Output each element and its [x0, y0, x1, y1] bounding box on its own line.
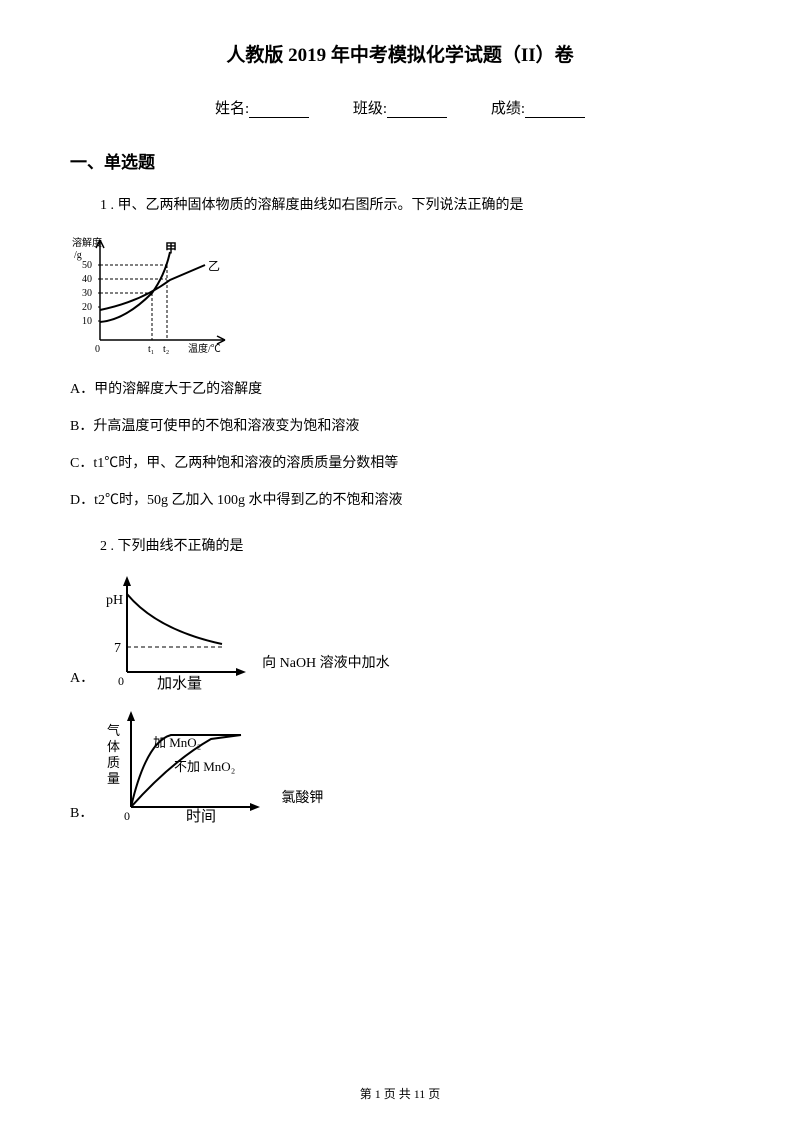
q2b-chart: 气 体 质 量 0 时间 加 MnO₂ 不加 MnO₂	[101, 707, 271, 827]
svg-text:量: 量	[107, 771, 120, 786]
q2-text: 下列曲线不正确的是	[118, 539, 244, 554]
svg-text:0: 0	[95, 344, 100, 355]
svg-text:甲: 甲	[165, 241, 177, 255]
svg-text:10: 10	[82, 316, 92, 327]
q2-option-a: A． pH 7 0 加水量 向 NaOH 溶液中加水	[70, 572, 730, 692]
q2-num: 2 .	[100, 539, 118, 554]
svg-text:乙: 乙	[208, 259, 220, 273]
option-letter-a: A．	[70, 667, 94, 692]
svg-text:不加 MnO₂: 不加 MnO₂	[174, 759, 235, 774]
q2b-text: 氯酸钾	[281, 787, 323, 827]
q1-option-d: D．t2℃时，50g 乙加入 100g 水中得到乙的不饱和溶液	[70, 486, 730, 517]
svg-text:质: 质	[107, 755, 120, 770]
q1-option-c: C．t1℃时，甲、乙两种饱和溶液的溶质质量分数相等	[70, 449, 730, 480]
q2-option-b: B． 气 体 质 量 0 时间 加 MnO₂ 不加 MnO₂ 氯酸钾	[70, 707, 730, 827]
page-footer: 第 1 页 共 11 页	[0, 1085, 800, 1102]
svg-text:20: 20	[82, 302, 92, 313]
svg-text:0: 0	[118, 674, 124, 688]
exam-title: 人教版 2019 年中考模拟化学试题（II）卷	[70, 40, 730, 67]
svg-text:温度/℃: 温度/℃	[188, 342, 221, 355]
question-2: 2 . 下列曲线不正确的是	[100, 534, 730, 559]
svg-text:时间: 时间	[186, 808, 216, 825]
svg-text:体: 体	[107, 739, 120, 754]
score-label: 成绩:	[491, 101, 525, 117]
question-1: 1 . 甲、乙两种固体物质的溶解度曲线如右图所示。下列说法正确的是	[100, 193, 730, 218]
svg-text:气: 气	[107, 723, 120, 738]
q1-chart: 溶解度 /g 50 40 30 20 10 0 t₁ t₂ 温度/℃ 甲 乙	[70, 230, 730, 360]
svg-text:t₁: t₁	[148, 344, 154, 355]
q1-option-b: B．升高温度可使甲的不饱和溶液变为饱和溶液	[70, 412, 730, 443]
q2a-chart: pH 7 0 加水量	[102, 572, 252, 692]
option-letter-b: B．	[70, 802, 93, 827]
svg-text:40: 40	[82, 274, 92, 285]
svg-text:加 MnO₂: 加 MnO₂	[153, 735, 201, 750]
q1-option-a: A．甲的溶解度大于乙的溶解度	[70, 375, 730, 406]
svg-text:加水量: 加水量	[157, 675, 202, 692]
q2a-text: 向 NaOH 溶液中加水	[262, 652, 390, 692]
svg-text:30: 30	[82, 288, 92, 299]
svg-text:溶解度: 溶解度	[72, 236, 102, 249]
q1-text: 甲、乙两种固体物质的溶解度曲线如右图所示。下列说法正确的是	[118, 198, 524, 213]
section-header: 一、单选题	[70, 148, 730, 173]
score-blank[interactable]	[525, 100, 585, 118]
name-label: 姓名:	[215, 101, 249, 117]
class-blank[interactable]	[387, 100, 447, 118]
svg-text:/g: /g	[74, 250, 82, 261]
svg-text:0: 0	[124, 809, 130, 823]
q1-num: 1 .	[100, 198, 118, 213]
svg-text:50: 50	[82, 260, 92, 271]
svg-text:pH: pH	[106, 593, 123, 608]
info-row: 姓名: 班级: 成绩:	[70, 97, 730, 118]
name-blank[interactable]	[249, 100, 309, 118]
svg-text:7: 7	[114, 641, 121, 656]
class-label: 班级:	[353, 101, 387, 117]
svg-text:t₂: t₂	[163, 344, 169, 355]
